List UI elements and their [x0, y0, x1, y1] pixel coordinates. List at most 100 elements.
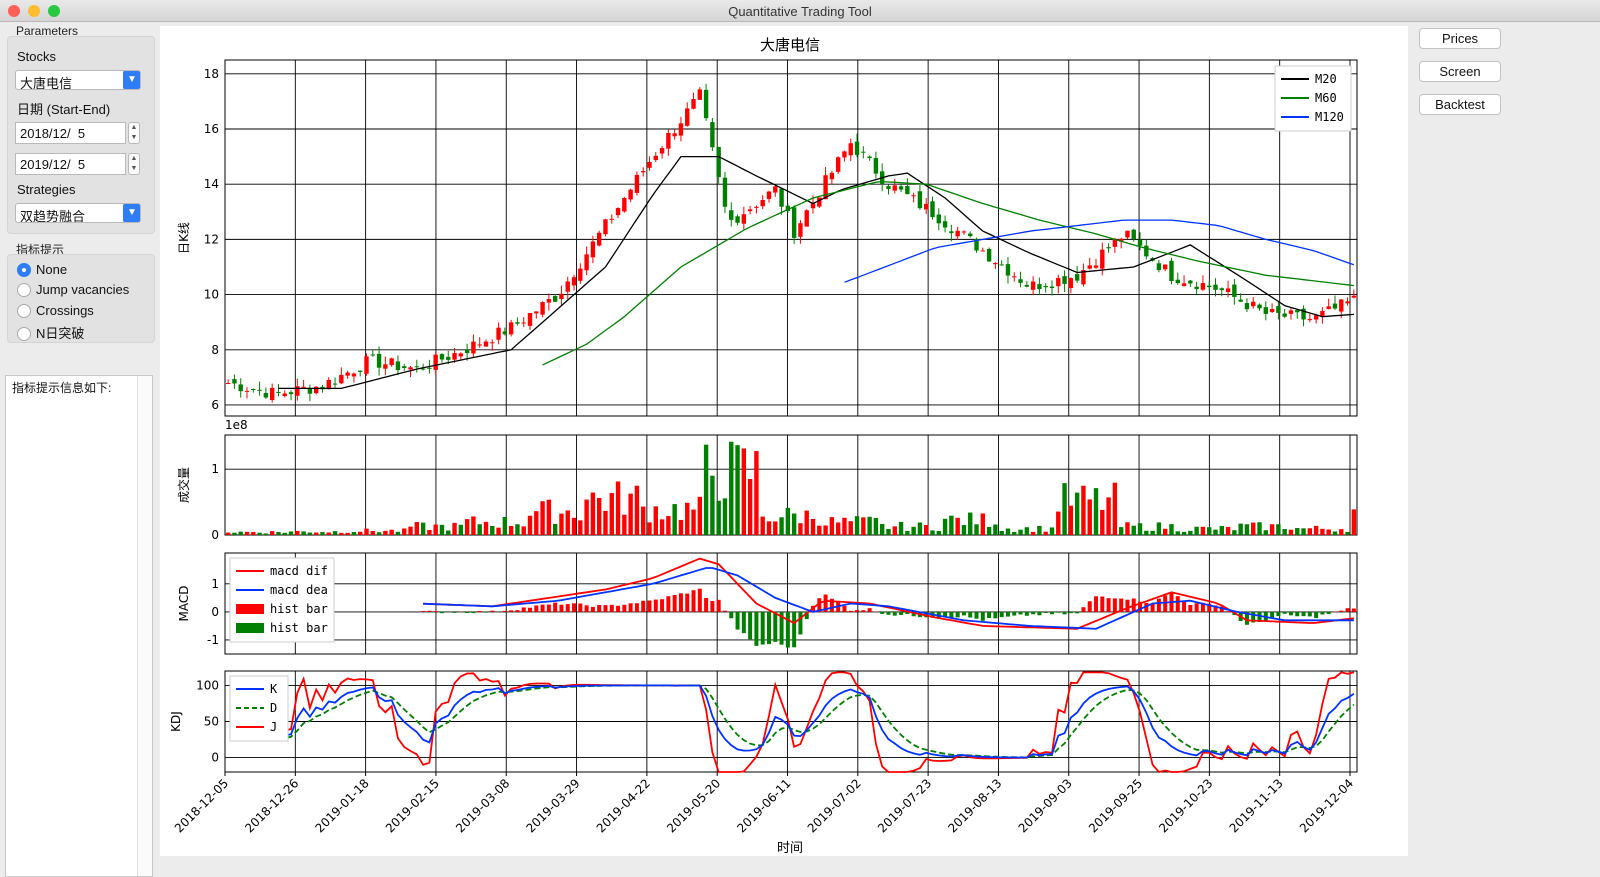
candle-body — [842, 151, 847, 158]
prices-button[interactable]: Prices — [1419, 28, 1501, 49]
volume-bar — [1030, 531, 1036, 535]
macd-hist-bar — [490, 610, 495, 612]
screen-button[interactable]: Screen — [1419, 61, 1501, 82]
volume-bar — [924, 524, 929, 535]
volume-bar — [301, 531, 306, 535]
x-tick-label: 2018-12-05 — [172, 776, 231, 835]
x-tick-label: 2019-07-02 — [805, 776, 864, 835]
candle-body — [905, 186, 910, 195]
volume-bar — [1156, 522, 1162, 535]
start-date-stepper[interactable]: ▲ ▼ — [128, 122, 140, 144]
indicator-info-box[interactable]: 指标提示信息如下: — [5, 375, 153, 877]
radio-n-day-breakout[interactable]: N日突破 — [17, 323, 84, 341]
y-tick-label: -1 — [207, 633, 219, 647]
candle-body — [502, 331, 508, 335]
macd-hist-bar — [1282, 611, 1287, 614]
radio-icon[interactable] — [17, 327, 31, 341]
macd-hist-bar — [1068, 611, 1073, 614]
radio-crossings[interactable]: Crossings — [17, 303, 94, 319]
volume-bar — [1100, 509, 1105, 535]
candle-body — [917, 191, 923, 209]
start-date-field[interactable]: 2018/12/ 5 — [15, 122, 126, 144]
macd-hist-bar — [842, 605, 847, 612]
stock-select[interactable]: 大唐电信 ▼ — [15, 70, 141, 90]
backtest-button[interactable]: Backtest — [1419, 94, 1501, 115]
macd-hist-bar — [1075, 611, 1080, 614]
macd-hist-bar — [943, 611, 948, 618]
candle-body — [666, 132, 671, 149]
volume-bar — [1018, 529, 1023, 535]
macd-hist-bar — [1031, 611, 1036, 615]
radio-none[interactable]: None — [17, 262, 67, 278]
candle-body — [257, 389, 262, 391]
candle-body — [288, 392, 294, 395]
candle-body — [1326, 306, 1331, 310]
chevron-down-icon[interactable]: ▼ — [123, 71, 140, 89]
volume-bar — [980, 513, 986, 535]
volume-bar — [238, 531, 243, 535]
volume-bar — [722, 498, 728, 535]
chevron-down-icon[interactable]: ▼ — [123, 204, 140, 222]
zoom-window-button[interactable] — [48, 5, 60, 17]
minimize-window-button[interactable] — [28, 5, 40, 17]
candle-body — [867, 156, 872, 159]
volume-bar — [584, 499, 589, 535]
radio-selected-icon[interactable] — [17, 263, 31, 277]
candle-body — [911, 195, 916, 197]
candle-body — [1339, 299, 1344, 312]
volume-bar — [1251, 522, 1256, 535]
end-date-field[interactable]: 2019/12/ 5 — [15, 153, 126, 175]
candle-body — [999, 264, 1004, 266]
volume-bar — [798, 523, 803, 535]
macd-hist-bar — [439, 611, 444, 614]
volume-bar — [1194, 526, 1199, 535]
info-text: 指标提示信息如下: — [12, 381, 112, 395]
volume-bar — [376, 532, 382, 535]
volume-bar — [1162, 528, 1168, 535]
radio-jump-vacancies[interactable]: Jump vacancies — [17, 282, 129, 298]
macd-hist-bar — [1037, 611, 1042, 616]
candle-body — [722, 177, 728, 207]
candle-body — [685, 108, 690, 126]
macd-hist-bar — [477, 611, 482, 612]
volume-bar — [1282, 529, 1287, 535]
close-window-button[interactable] — [8, 5, 20, 17]
volume-bar — [546, 499, 552, 535]
legend-label: M60 — [1315, 91, 1337, 105]
y-axis-label: MACD — [177, 586, 191, 622]
volume-bar — [383, 530, 388, 535]
volume-bar — [326, 532, 331, 535]
candle-body — [741, 214, 747, 224]
macd-hist-bar — [823, 594, 828, 612]
radio-icon[interactable] — [17, 283, 31, 297]
volume-bar — [534, 511, 539, 535]
candle-body — [458, 353, 464, 357]
volume-bar — [408, 526, 413, 535]
volume-bar — [339, 532, 344, 535]
volume-bar — [590, 492, 596, 535]
candle-body — [521, 322, 526, 324]
macd-hist-bar — [1056, 611, 1061, 613]
volume-bar — [1238, 523, 1243, 535]
macd-hist-bar — [433, 611, 438, 612]
strategy-select[interactable]: 双趋势融合 ▼ — [15, 203, 141, 223]
radio-icon[interactable] — [17, 304, 31, 318]
candle-body — [924, 203, 929, 210]
info-scrollbar[interactable] — [137, 376, 152, 876]
macd-hist-bar — [968, 611, 973, 618]
macd-hist-bar — [1094, 596, 1099, 612]
macd-hist-bar — [722, 610, 727, 612]
candle-body — [873, 157, 879, 174]
macd-hist-bar — [760, 611, 765, 645]
y-tick-label: 8 — [211, 343, 219, 357]
x-tick-label: 2019-04-22 — [594, 776, 653, 835]
candle-body — [364, 356, 369, 374]
macd-hist-bar — [1226, 611, 1231, 612]
candle-body — [823, 175, 828, 200]
candle-body — [232, 379, 237, 384]
volume-bar — [364, 528, 369, 535]
indicator-group-title: 指标提示 — [16, 243, 65, 257]
candle-body — [1244, 303, 1250, 310]
volume-bar — [282, 532, 287, 535]
end-date-stepper[interactable]: ▲ ▼ — [128, 153, 140, 175]
